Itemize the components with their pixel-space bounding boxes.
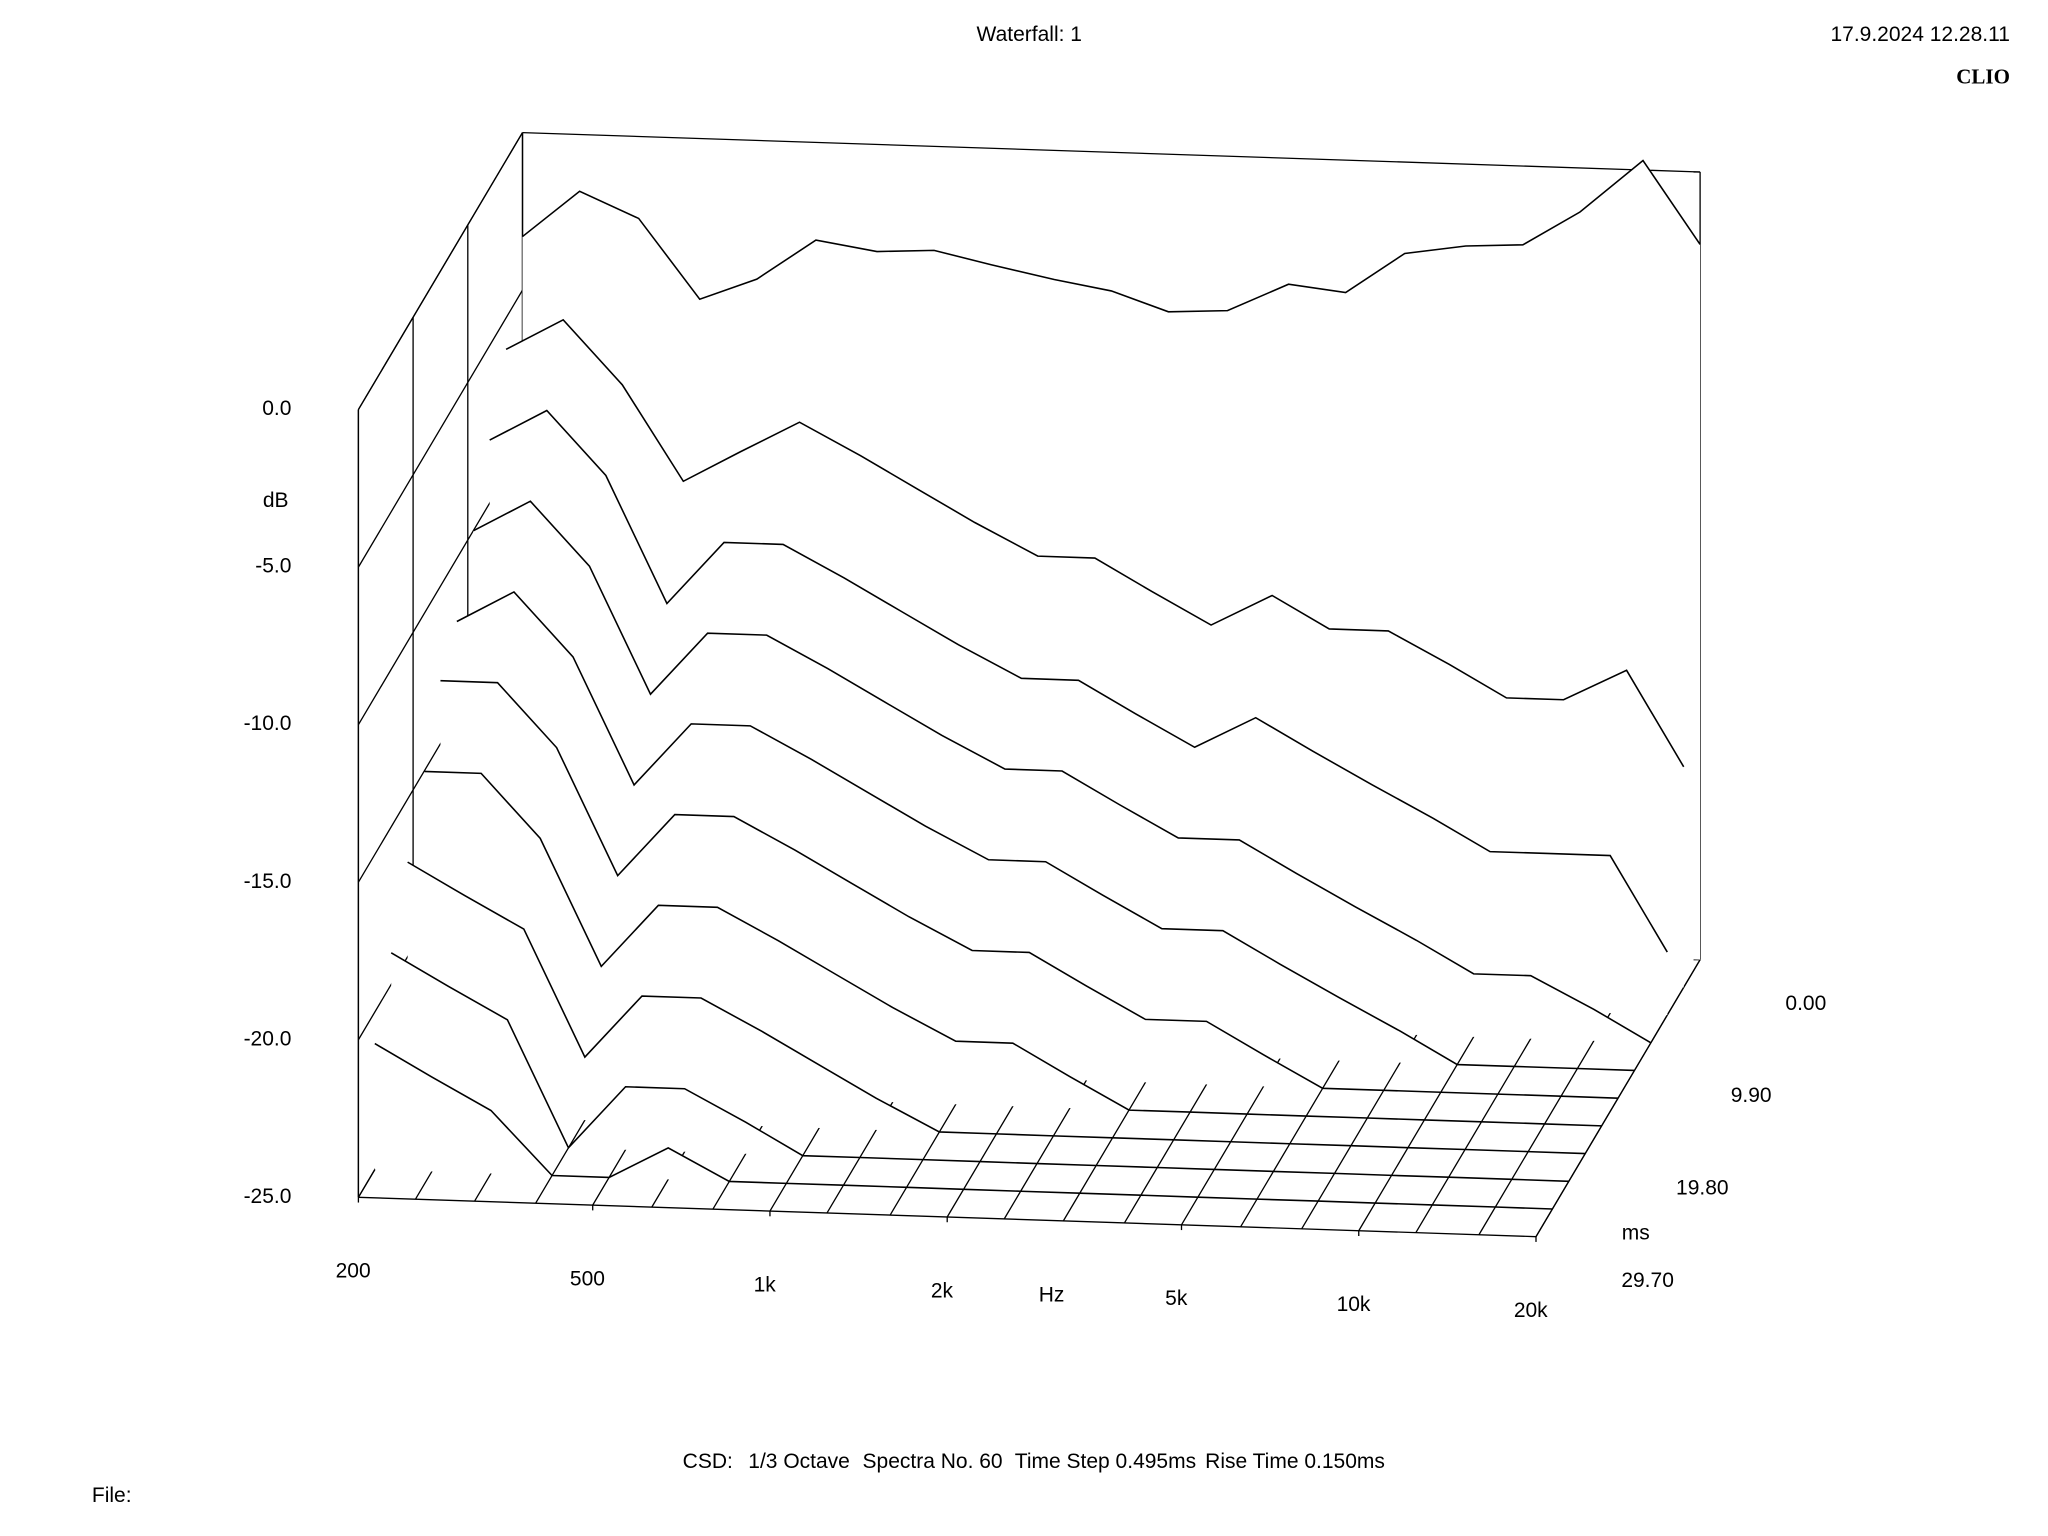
- occluder: [407, 862, 1586, 1154]
- occluder: [391, 952, 1569, 1182]
- y-tick-label: -15.0: [244, 870, 292, 893]
- file-label: File:: [92, 1484, 132, 1507]
- footer-item: Rise Time 0.150ms: [1205, 1450, 1385, 1473]
- x-tick-label: 500: [570, 1268, 605, 1291]
- footer-item: 1/3 Octave: [748, 1450, 850, 1473]
- y-tick-label: -5.0: [255, 555, 291, 578]
- y-tick-label: -25.0: [244, 1185, 292, 1208]
- y-axis-label: dB: [263, 489, 289, 512]
- x-tick-label: 10k: [1337, 1293, 1371, 1316]
- z-tick-label: 19.80: [1676, 1177, 1729, 1200]
- x-axis-label: Hz: [1039, 1283, 1065, 1306]
- spectrum-line: [522, 159, 1701, 313]
- y-tick-label: -10.0: [244, 712, 292, 735]
- grid-line: [357, 132, 524, 410]
- x-tick-label: 1k: [754, 1273, 777, 1296]
- occluder: [374, 1043, 1553, 1209]
- chart-title: Waterfall: 1: [977, 23, 1082, 46]
- x-tick-label: 2k: [931, 1279, 954, 1302]
- x-tick-label: 5k: [1165, 1287, 1188, 1310]
- box-edge: [522, 131, 1701, 173]
- z-tick-label: 9.90: [1731, 1084, 1772, 1107]
- footer-item: Spectra No. 60: [863, 1450, 1003, 1473]
- spectrum-line: [390, 952, 1569, 1183]
- footer-item: Time Step 0.495ms: [1015, 1450, 1196, 1473]
- y-tick-label: 0.0: [262, 397, 291, 420]
- spectrum-line: [456, 590, 1635, 1072]
- spectrum-line: [489, 409, 1668, 953]
- spectrum-line: [440, 679, 1619, 1099]
- spectrum-line: [472, 500, 1652, 1044]
- spectrum-line: [424, 770, 1602, 1127]
- spectrum-line: [407, 861, 1586, 1155]
- spectrum-line: [374, 1042, 1553, 1210]
- y-tick-label: -20.0: [244, 1027, 292, 1050]
- z-tick-label: 29.70: [1621, 1269, 1674, 1292]
- timestamp: 17.9.2024 12.28.11: [1830, 23, 2009, 46]
- brand: CLIO: [1956, 65, 2010, 89]
- z-tick-label: 0.00: [1785, 992, 1826, 1015]
- z-axis-label: ms: [1622, 1222, 1650, 1245]
- x-tick-label: 20k: [1514, 1299, 1548, 1322]
- footer-item: CSD:: [683, 1450, 733, 1473]
- grid-line: [357, 289, 524, 568]
- spectrum-line: [505, 318, 1685, 768]
- x-tick-label: 200: [336, 1260, 371, 1283]
